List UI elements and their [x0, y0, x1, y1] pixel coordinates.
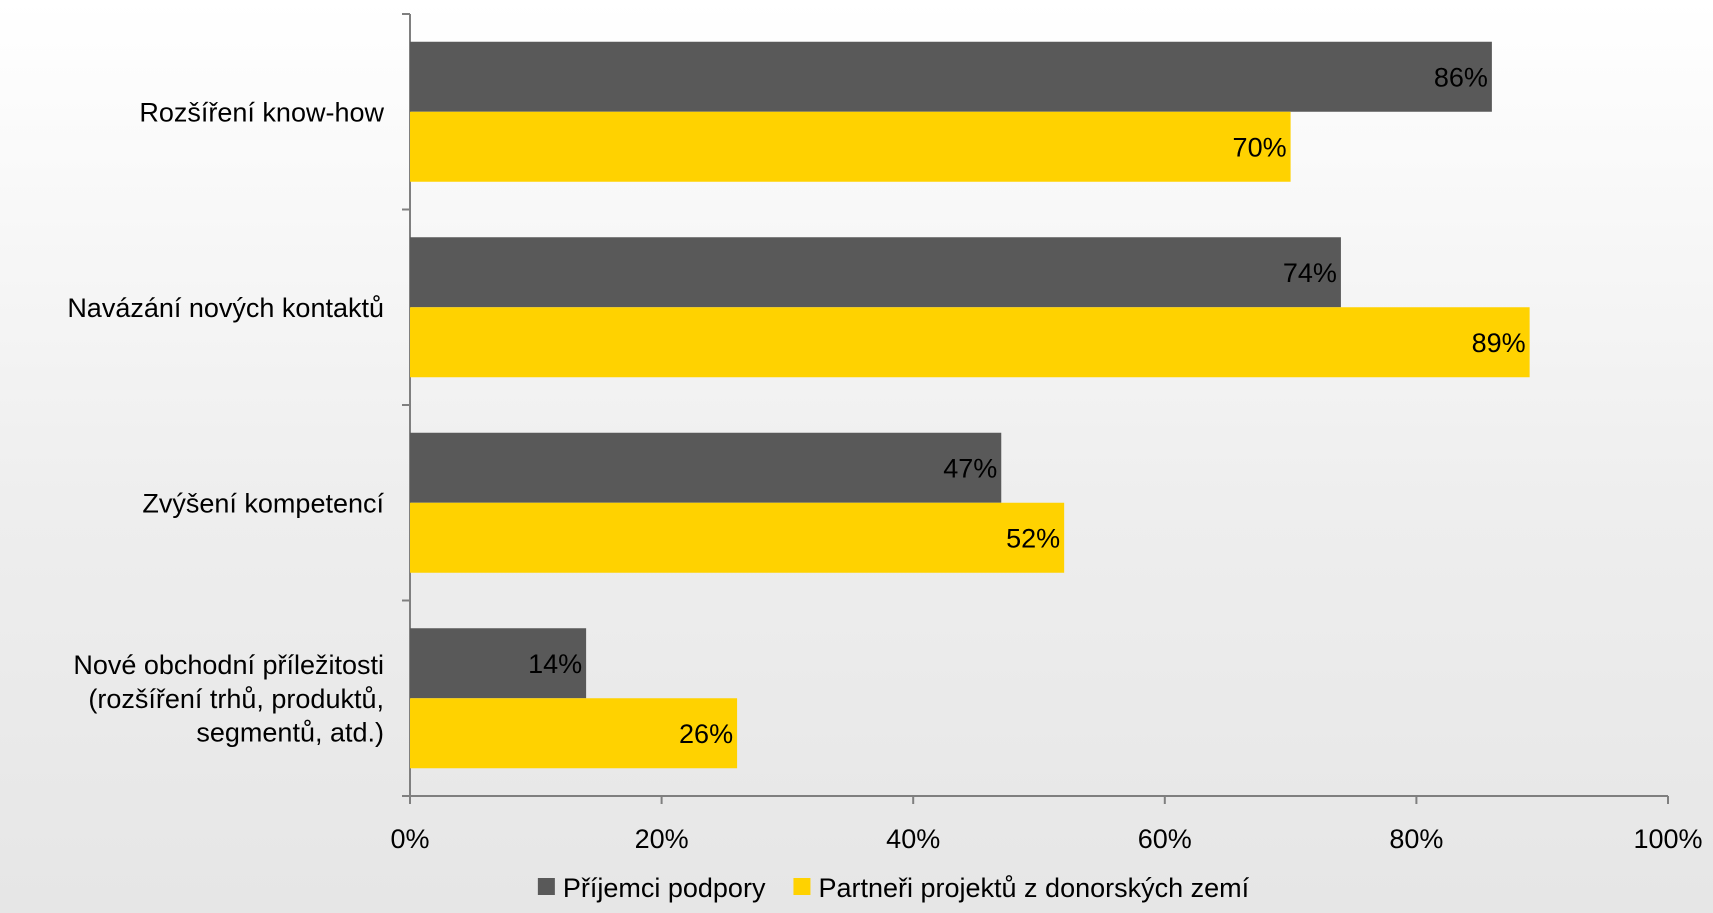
bar	[410, 432, 1002, 503]
category-label-line: Navázání nových kontaktů	[67, 293, 384, 323]
bar	[410, 41, 1492, 112]
x-tick-label: 0%	[390, 824, 429, 854]
legend-item: Partneři projektů z donorských zemí	[793, 873, 1250, 903]
x-tick-label: 80%	[1389, 824, 1443, 854]
category-label-line: Rozšíření know-how	[139, 97, 384, 127]
x-tick-label: 40%	[886, 824, 940, 854]
data-label: 26%	[679, 719, 733, 749]
legend: Příjemci podpory Partneři projektů z dono…	[537, 873, 1250, 903]
legend-item: Příjemci podpory	[537, 873, 766, 903]
legend-swatch	[793, 878, 811, 895]
bar	[410, 502, 1065, 573]
bar	[410, 237, 1341, 308]
data-label: 89%	[1472, 328, 1526, 358]
legend-label: Příjemci podpory	[563, 873, 766, 903]
category-label-line: segmentů, atd.)	[196, 718, 384, 748]
legend-label: Partneři projektů z donorských zemí	[818, 873, 1249, 903]
bar	[410, 698, 738, 769]
bar	[410, 628, 587, 699]
category-label: Navázání nových kontaktů	[67, 293, 384, 323]
x-tick-label: 20%	[635, 824, 689, 854]
data-labels: 86% 70% 74% 89% 47% 52% 14% 26%	[528, 62, 1526, 749]
data-label: 86%	[1434, 62, 1488, 92]
data-label: 52%	[1006, 523, 1060, 553]
data-label: 14%	[528, 649, 582, 679]
x-tick-label: 60%	[1138, 824, 1192, 854]
category-label-line: Zvýšení kompetencí	[142, 488, 384, 518]
x-tick-labels: 0% 20% 40% 60% 80% 100%	[390, 824, 1702, 854]
category-label: Nové obchodní příležitosti (rozšíření trh…	[73, 650, 384, 748]
category-label-line: Nové obchodní příležitosti	[73, 650, 384, 680]
category-label-line: (rozšíření trhů, produktů,	[88, 684, 384, 714]
category-labels: Rozšíření know-how Navázání nových kontak…	[67, 97, 384, 747]
data-label: 70%	[1233, 132, 1287, 162]
bar	[410, 307, 1530, 378]
bars	[410, 41, 1530, 769]
category-label: Rozšíření know-how	[139, 97, 384, 127]
data-label: 47%	[943, 453, 997, 483]
data-label: 74%	[1283, 258, 1337, 288]
category-label: Zvýšení kompetencí	[142, 488, 384, 518]
bar	[410, 111, 1291, 182]
x-tick-label: 100%	[1633, 824, 1702, 854]
legend-swatch	[537, 878, 555, 895]
